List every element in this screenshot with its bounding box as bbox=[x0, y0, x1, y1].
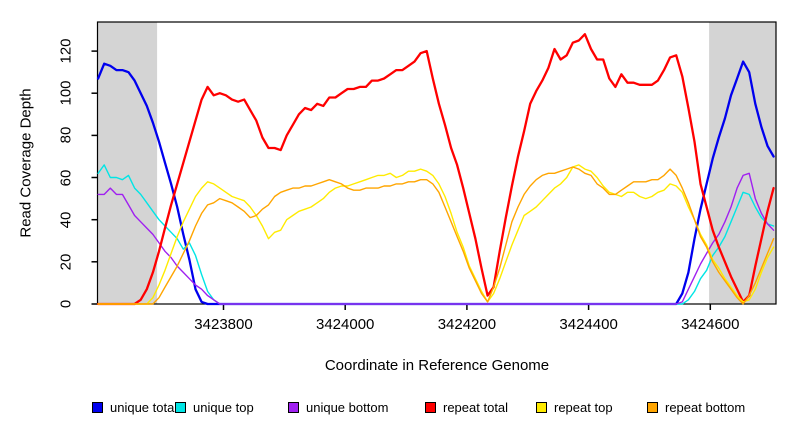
legend-label-repeat-bottom: repeat bottom bbox=[665, 400, 746, 415]
y-tick-label: 80 bbox=[57, 127, 75, 144]
legend-swatch-unique-top bbox=[175, 402, 186, 413]
y-tick-label: 120 bbox=[57, 38, 75, 64]
legend-label-unique-total: unique total bbox=[110, 400, 178, 415]
legend-swatch-unique-total bbox=[92, 402, 103, 413]
series-line-repeat-top bbox=[97, 164, 775, 305]
y-tick-label: 20 bbox=[57, 253, 75, 271]
legend-swatch-repeat-top bbox=[536, 402, 547, 413]
series-line-repeat-bottom bbox=[97, 166, 775, 305]
x-tick-label: 3424000 bbox=[315, 316, 375, 333]
y-axis-title: Read Coverage Depth bbox=[17, 88, 35, 238]
y-tick-label: 100 bbox=[57, 80, 75, 106]
y-tick-label: 60 bbox=[57, 169, 75, 186]
y-tick-label: 40 bbox=[57, 211, 75, 229]
legend-label-repeat-total: repeat total bbox=[443, 400, 509, 415]
legend-label-repeat-top: repeat top bbox=[554, 400, 613, 415]
x-tick-label: 3423800 bbox=[194, 316, 253, 333]
legend-label-unique-top: unique top bbox=[193, 400, 254, 415]
x-tick-label: 3424200 bbox=[437, 316, 497, 333]
legend-swatch-repeat-total bbox=[425, 402, 436, 413]
plot-box bbox=[96, 21, 777, 305]
shaded-region bbox=[709, 22, 776, 304]
legend-swatch-repeat-bottom bbox=[647, 402, 658, 413]
series-line-unique-top bbox=[97, 164, 775, 305]
x-axis-title: Coordinate in Reference Genome bbox=[324, 357, 550, 374]
x-tick-label: 3424600 bbox=[681, 316, 740, 333]
y-tick-label: 0 bbox=[57, 299, 75, 309]
series-line-repeat-total bbox=[96, 33, 775, 306]
legend-swatch-unique-bottom bbox=[288, 402, 299, 413]
series-line-unique-bottom bbox=[97, 172, 775, 305]
shaded-region bbox=[97, 22, 158, 304]
x-tick-label: 3424400 bbox=[559, 316, 618, 333]
legend-label-unique-bottom: unique bottom bbox=[306, 400, 389, 415]
